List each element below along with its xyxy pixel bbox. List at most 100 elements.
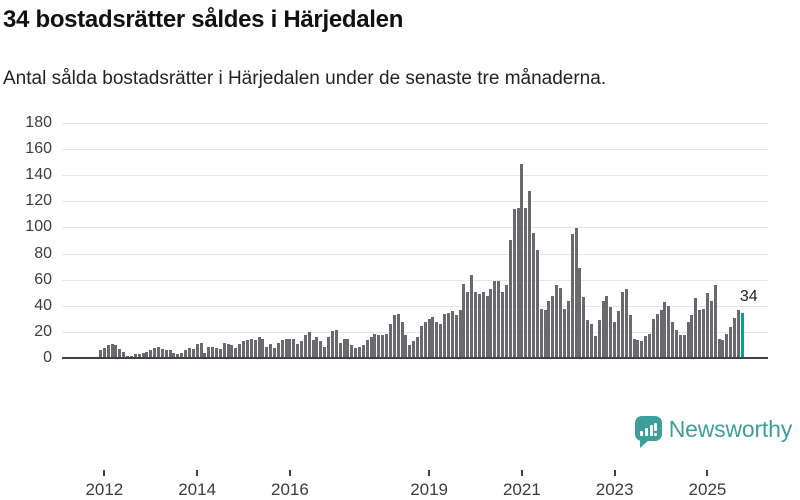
x-axis-tick [288,470,291,476]
bar [230,345,234,357]
bar [454,315,458,357]
bar [419,325,423,357]
bar [620,291,624,357]
bar [276,342,280,357]
bar [184,350,188,357]
bar [705,293,709,357]
page-title: 34 bostadsrätter såldes i Härjedalen [3,6,404,33]
x-axis-label: 2021 [502,480,541,499]
bar [582,296,586,357]
bar [129,355,133,357]
x-axis-label: 2012 [85,480,124,499]
bar [319,341,323,357]
bar [535,249,539,357]
bar [682,334,686,357]
bar [160,349,164,357]
bar [427,319,431,357]
bar [647,333,651,357]
bar [292,338,296,357]
bar [249,338,253,357]
bar [439,324,443,357]
bar [632,338,636,357]
bar [667,306,671,357]
bar [369,337,373,357]
bar [617,311,621,357]
bar [222,342,226,357]
bar [462,283,466,357]
bar [709,300,713,357]
bar [288,338,292,357]
logo-exclamation [653,422,657,436]
page: { "header": { "title": "34 bostadsrätter… [3,6,793,499]
bar [671,321,675,357]
bar [315,337,319,357]
x-axis-label: 2025 [688,480,727,499]
x-axis-label: 2023 [595,480,634,499]
bar [659,310,663,357]
bar [377,334,381,357]
bar [539,308,543,357]
gridline [62,175,768,177]
bar [164,350,168,357]
bar [678,334,682,357]
bar [245,340,249,357]
bar [593,336,597,357]
bar [272,347,276,357]
bar [443,313,447,357]
y-axis-label: 120 [25,192,52,210]
bar [702,308,706,357]
bar [176,354,180,357]
bar [168,350,172,357]
bar [187,347,191,357]
bar [106,345,110,357]
bar [365,340,369,357]
bar [605,295,609,357]
bar [512,209,516,357]
bar [408,345,412,357]
bar [528,191,532,357]
bar [311,340,315,357]
bar [330,330,334,357]
bar [663,302,667,357]
gridline [62,123,768,124]
bar [300,341,304,357]
bar [381,334,385,357]
bar [118,349,122,357]
bar [207,346,211,357]
bar [543,310,547,357]
bar [446,312,450,357]
x-axis-tick [706,470,709,476]
bar [180,353,184,357]
bar [296,343,300,357]
x-axis-tick [196,470,199,476]
bar [400,321,404,357]
bar [226,343,230,357]
bar [736,310,740,357]
bar [640,341,644,357]
bar [253,340,257,357]
bar [153,347,157,357]
bar [126,355,130,357]
bar [477,294,481,357]
logo-mini-bars [639,424,655,436]
newsworthy-brand: Newsworthy [634,412,792,448]
y-axis-label: 100 [25,218,52,236]
bar [624,289,628,357]
bar [416,337,419,357]
bar [191,349,195,357]
bar [497,281,501,357]
y-axis-label: 0 [43,349,52,366]
bar [651,319,655,357]
bar [717,338,721,357]
bar [396,313,400,357]
bar [149,350,153,357]
bar [350,345,354,357]
gridline [62,279,768,281]
bar [114,345,118,357]
bar [242,341,246,357]
bar [358,346,362,357]
bar [214,347,218,357]
bar [562,308,566,357]
bar [234,347,238,357]
bar [713,285,717,357]
